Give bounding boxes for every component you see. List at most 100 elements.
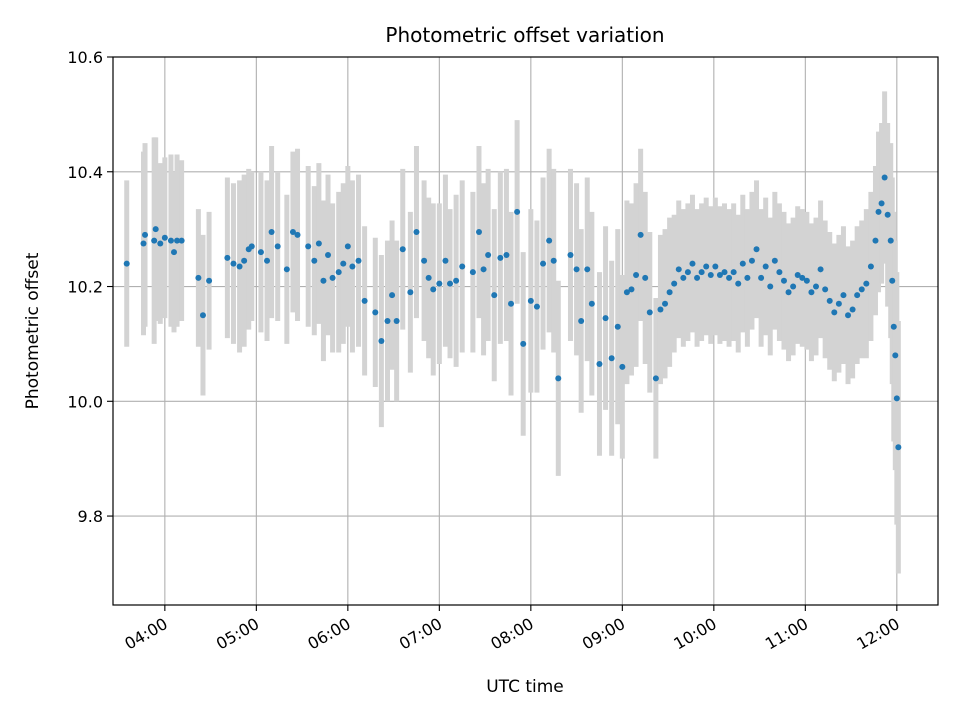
data-point [550, 257, 557, 264]
data-point [767, 283, 774, 290]
data-point [123, 260, 130, 267]
data-point [826, 297, 833, 304]
data-point [608, 355, 615, 362]
data-point [849, 306, 856, 313]
data-point [758, 274, 765, 281]
data-points [123, 174, 902, 451]
data-point [475, 229, 482, 236]
data-point [689, 260, 696, 267]
data-point [178, 237, 185, 244]
data-point [274, 243, 281, 250]
data-point [230, 260, 237, 267]
data-point [157, 240, 164, 247]
data-point [289, 229, 296, 236]
data-point [771, 257, 778, 264]
data-point [845, 312, 852, 319]
data-point [662, 300, 669, 307]
data-point [344, 243, 351, 250]
data-point [335, 269, 342, 276]
data-point [666, 289, 673, 296]
data-point [646, 309, 653, 316]
data-point [680, 274, 687, 281]
data-point [808, 289, 815, 296]
data-point [573, 266, 580, 273]
data-point [858, 286, 865, 293]
data-point [384, 317, 391, 324]
data-point [325, 251, 332, 258]
data-point [892, 352, 899, 359]
data-point [744, 274, 751, 281]
data-point [735, 280, 742, 287]
data-point [803, 277, 810, 284]
data-point [257, 249, 264, 256]
data-point [739, 260, 746, 267]
data-point [716, 272, 723, 279]
data-point [555, 375, 562, 382]
data-point [831, 309, 838, 316]
y-tick-label: 10.0 [67, 392, 103, 411]
data-point [264, 257, 271, 264]
data-point [294, 231, 301, 238]
data-point [442, 257, 449, 264]
data-point [497, 254, 504, 261]
data-point [835, 300, 842, 307]
data-point [421, 257, 428, 264]
data-point [863, 280, 870, 287]
data-point [671, 280, 678, 287]
x-axis-label: UTC time [486, 677, 564, 697]
data-point [533, 303, 540, 310]
data-point [726, 274, 733, 281]
y-tick-label: 9.8 [78, 507, 103, 526]
data-point [785, 289, 792, 296]
data-point [684, 269, 691, 276]
data-point [167, 237, 174, 244]
data-point [372, 309, 379, 316]
data-point [340, 260, 347, 267]
data-point [794, 272, 801, 279]
data-point [469, 269, 476, 276]
data-point [520, 340, 527, 347]
data-point [413, 229, 420, 236]
data-point [890, 323, 897, 330]
data-point [776, 269, 783, 276]
data-point [546, 237, 553, 244]
data-point [161, 234, 168, 241]
data-point [623, 289, 630, 296]
data-point [514, 208, 521, 215]
y-axis: 9.8 10.0 10.2 10.4 10.6 [67, 48, 113, 526]
data-point [813, 283, 820, 290]
data-point [480, 266, 487, 273]
data-point [762, 263, 769, 270]
data-point [721, 269, 728, 276]
data-point [730, 269, 737, 276]
data-point [698, 269, 705, 276]
data-point [283, 266, 290, 273]
plot-frame [112, 56, 939, 606]
data-point [875, 208, 882, 215]
data-point [657, 306, 664, 313]
data-point [151, 237, 158, 244]
data-point [567, 251, 574, 258]
data-point [578, 317, 585, 324]
y-tick-label: 10.6 [67, 48, 103, 67]
data-point [378, 338, 385, 345]
data-point [503, 251, 510, 258]
data-point [822, 286, 829, 293]
y-tick-label: 10.2 [67, 278, 103, 297]
data-point [817, 266, 824, 273]
data-point [694, 274, 701, 281]
data-point [753, 246, 760, 253]
data-point [840, 292, 847, 299]
data-point [268, 229, 275, 236]
data-point [329, 274, 336, 281]
data-point [315, 240, 322, 247]
data-point [320, 277, 327, 284]
data-point [540, 260, 547, 267]
data-point [675, 266, 682, 273]
data-point [884, 211, 891, 218]
data-point [508, 300, 515, 307]
data-point [889, 277, 896, 284]
data-point [436, 280, 443, 287]
data-point [602, 315, 609, 322]
